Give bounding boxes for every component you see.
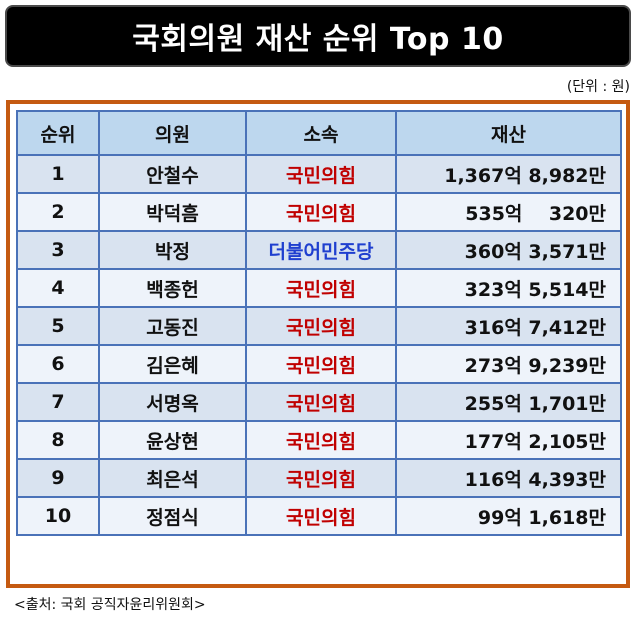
table-row: 2 박덕흠 국민의힘 535억 320만: [16, 192, 622, 232]
party-cell: 국민의힘: [245, 344, 397, 384]
name-cell: 박정: [98, 230, 247, 270]
name-cell: 안철수: [98, 154, 247, 194]
rank-cell: 3: [16, 230, 100, 270]
party-cell: 국민의힘: [245, 458, 397, 498]
asset-cell: 255억 1,701만: [395, 382, 622, 422]
column-header-asset: 재산: [395, 110, 622, 156]
party-cell: 국민의힘: [245, 420, 397, 460]
column-header-party: 소속: [245, 110, 397, 156]
asset-cell: 116억 4,393만: [395, 458, 622, 498]
table-row: 8 윤상현 국민의힘 177억 2,105만: [16, 420, 622, 460]
rank-cell: 6: [16, 344, 100, 384]
rank-cell: 9: [16, 458, 100, 498]
rank-cell: 1: [16, 154, 100, 194]
name-cell: 박덕흠: [98, 192, 247, 232]
party-cell: 더불어민주당: [245, 230, 397, 270]
asset-ranking-table: 순위 의원 소속 재산 1 안철수 국민의힘 1,367억 8,982만 2 박덕흠 국민의…: [16, 110, 622, 536]
name-cell: 서명옥: [98, 382, 247, 422]
asset-cell: 535억 320만: [395, 192, 622, 232]
asset-cell: 99억 1,618만: [395, 496, 622, 536]
table-row: 1 안철수 국민의힘 1,367억 8,982만: [16, 154, 622, 194]
name-cell: 윤상현: [98, 420, 247, 460]
party-cell: 국민의힘: [245, 268, 397, 308]
party-cell: 국민의힘: [245, 496, 397, 536]
table-row: 6 김은혜 국민의힘 273억 9,239만: [16, 344, 622, 384]
table-row: 3 박정 더불어민주당 360억 3,571만: [16, 230, 622, 270]
asset-cell: 273억 9,239만: [395, 344, 622, 384]
table-row: 5 고동진 국민의힘 316억 7,412만: [16, 306, 622, 346]
name-cell: 백종헌: [98, 268, 247, 308]
page-title: 국회의원 재산 순위 Top 10: [5, 5, 631, 67]
asset-cell: 316억 7,412만: [395, 306, 622, 346]
rank-cell: 4: [16, 268, 100, 308]
table-row: 9 최은석 국민의힘 116억 4,393만: [16, 458, 622, 498]
table-row: 10 정점식 국민의힘 99억 1,618만: [16, 496, 622, 536]
table-body: 1 안철수 국민의힘 1,367억 8,982만 2 박덕흠 국민의힘 535억 320만 3 박…: [16, 154, 622, 536]
rank-cell: 5: [16, 306, 100, 346]
asset-cell: 360억 3,571만: [395, 230, 622, 270]
name-cell: 고동진: [98, 306, 247, 346]
rank-cell: 10: [16, 496, 100, 536]
party-cell: 국민의힘: [245, 192, 397, 232]
party-cell: 국민의힘: [245, 306, 397, 346]
table-frame: 순위 의원 소속 재산 1 안철수 국민의힘 1,367억 8,982만 2 박덕흠 국민의…: [6, 100, 630, 588]
table-row: 7 서명옥 국민의힘 255억 1,701만: [16, 382, 622, 422]
name-cell: 정점식: [98, 496, 247, 536]
column-header-name: 의원: [98, 110, 247, 156]
asset-cell: 177억 2,105만: [395, 420, 622, 460]
source-note: <출처: 국회 공직자윤리위원회>: [14, 597, 206, 613]
party-cell: 국민의힘: [245, 382, 397, 422]
name-cell: 최은석: [98, 458, 247, 498]
table-header-row: 순위 의원 소속 재산: [16, 110, 622, 156]
name-cell: 김은혜: [98, 344, 247, 384]
asset-cell: 323억 5,514만: [395, 268, 622, 308]
rank-cell: 7: [16, 382, 100, 422]
party-cell: 국민의힘: [245, 154, 397, 194]
column-header-rank: 순위: [16, 110, 100, 156]
unit-note: (단위 : 원): [566, 79, 630, 95]
table-row: 4 백종헌 국민의힘 323억 5,514만: [16, 268, 622, 308]
asset-cell: 1,367억 8,982만: [395, 154, 622, 194]
rank-cell: 8: [16, 420, 100, 460]
rank-cell: 2: [16, 192, 100, 232]
